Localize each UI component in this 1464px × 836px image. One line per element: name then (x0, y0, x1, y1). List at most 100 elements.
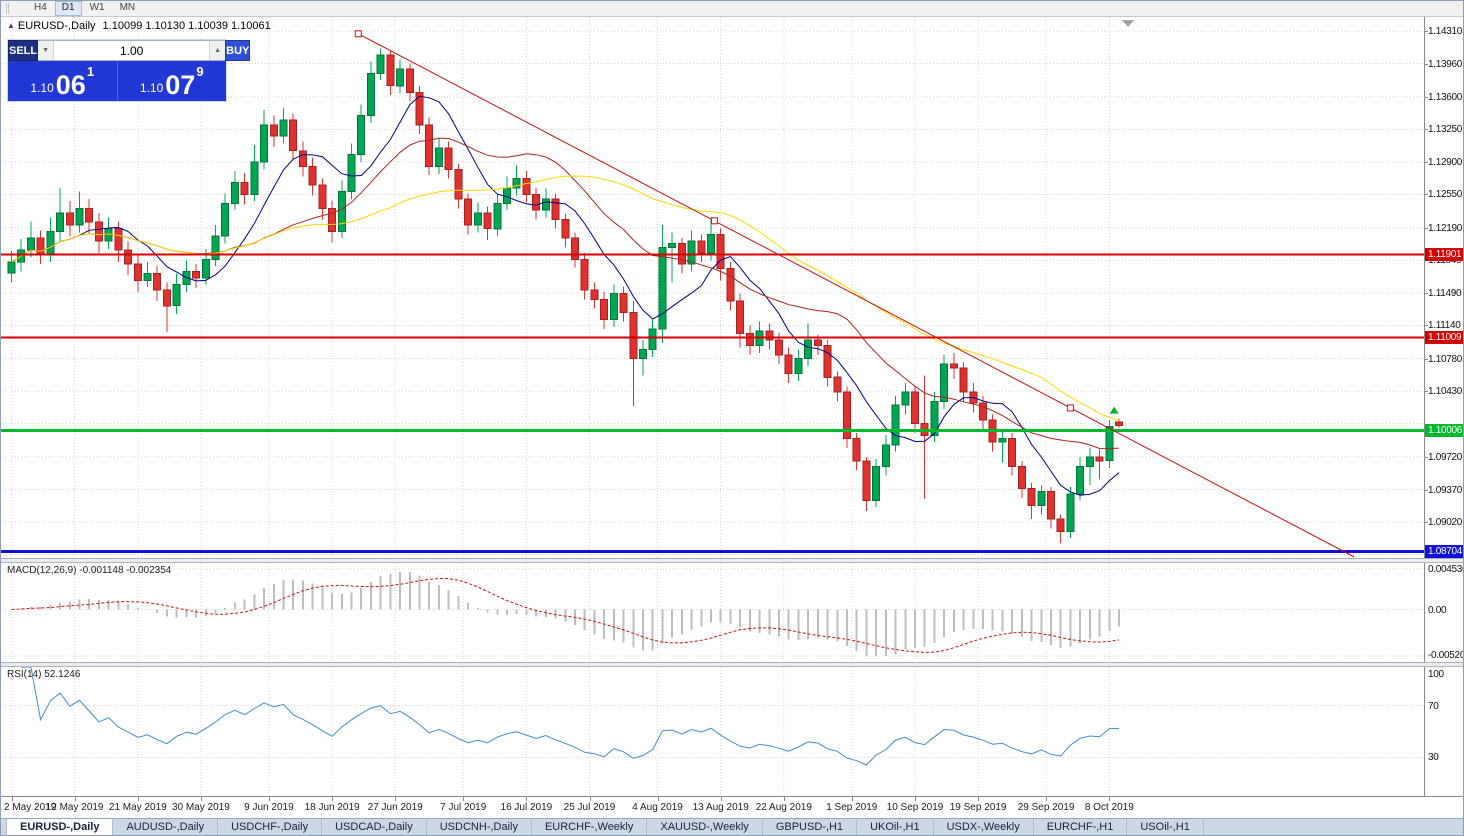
date-tickmark (268, 797, 270, 801)
trade-panel-prices: 1.10 06 1 1.10 07 9 (8, 61, 226, 101)
date-tickmark (657, 797, 659, 801)
sell-price-display[interactable]: 1.10 06 1 (8, 61, 117, 101)
up-arrow-marker (1109, 406, 1119, 414)
timeframe-button-h4[interactable]: H4 (27, 1, 54, 16)
price-tickmark (1425, 129, 1428, 131)
price-tickmark (1425, 457, 1428, 459)
date-label: 19 Sep 2019 (949, 802, 1007, 813)
trade-panel-controls: SELL ▼ ▲ BUY (8, 40, 251, 61)
candlestick-series (7, 48, 1123, 544)
rsi-label: RSI(14) 52.1246 (7, 669, 81, 680)
date-label: 27 Jun 2019 (367, 802, 423, 813)
sell-price-pipette: 1 (86, 64, 95, 79)
chart-tab-usdcad-daily[interactable]: USDCAD-,Daily (322, 819, 427, 836)
rsi-levels (0, 705, 1424, 758)
chart-tab-eurusd-daily[interactable]: EURUSD-,Daily (7, 819, 114, 836)
chart-markers (1109, 20, 1134, 414)
chart-tab-usoil-h1[interactable]: USOil-,H1 (1127, 819, 1204, 836)
buy-price-display[interactable]: 1.10 07 9 (116, 61, 226, 101)
volume-increase-button[interactable]: ▲ (209, 41, 226, 60)
volume-decrease-button[interactable]: ▼ (38, 41, 55, 60)
price-tick-label: 1.13250 (1428, 124, 1463, 136)
date-label: 12 May 2019 (45, 802, 104, 813)
date-tickmark (395, 797, 397, 801)
chart-tab-usdchf-daily[interactable]: USDCHF-,Daily (218, 819, 323, 836)
price-tickmark (1425, 325, 1428, 327)
sell-button[interactable]: SELL (8, 40, 39, 61)
price-tick-label: 1.12900 (1428, 156, 1463, 168)
toolbar-grip[interactable] (6, 2, 22, 14)
chart-ohlc-quote: 1.10099 1.10130 1.10039 1.10061 (102, 20, 271, 32)
date-tickmark (915, 797, 916, 801)
date-label: 2 May 2019 (4, 802, 57, 813)
panel-splitter-macd[interactable] (0, 558, 1464, 563)
chart-title: ▲ EURUSD-,Daily 1.10099 1.10130 1.10039 1.… (7, 20, 271, 32)
price-tick-label: 1.11140 (1428, 320, 1461, 332)
date-tickmark (332, 797, 334, 801)
date-tickmark (526, 797, 528, 801)
rsi-level-label-100: 100 (1428, 669, 1444, 680)
macd-max-label: 0.004536 (1428, 564, 1464, 575)
buy-button[interactable]: BUY (225, 40, 251, 61)
trendline[interactable] (354, 30, 1355, 558)
rsi-level-label-70: 70 (1428, 700, 1439, 712)
rsi-canvas[interactable] (0, 667, 1424, 796)
rsi-grid (11, 667, 1110, 796)
rsi-level-label-30: 30 (1428, 752, 1439, 764)
timeframe-toolbar: H4 D1 W1 MN (0, 0, 1464, 17)
tab-scroll-grip[interactable] (0, 819, 7, 836)
chart-tab-usdcnh-daily[interactable]: USDCNH-,Daily (427, 819, 532, 836)
macd-label: MACD(12,26,9) -0.001148 -0.002354 (7, 565, 172, 576)
chart-tab-ukoil-h1[interactable]: UKOil-,H1 (857, 819, 934, 836)
trendline-handle[interactable] (710, 217, 718, 225)
date-tickmark (11, 797, 13, 801)
chart-tab-eurchf-weekly[interactable]: EURCHF-,Weekly (532, 819, 648, 836)
price-tickmark (1425, 292, 1428, 294)
buy-price-pips: 07 (165, 70, 196, 100)
date-label: 30 May 2019 (171, 802, 230, 813)
volume-input[interactable] (54, 41, 210, 60)
chart-tab-gbpusd-h1[interactable]: GBPUSD-,H1 (763, 819, 858, 836)
price-tick-label: 1.09020 (1428, 517, 1463, 528)
timeframe-button-mn[interactable]: MN (113, 1, 143, 16)
date-tickmark (978, 797, 980, 801)
chart-symbol-title: EURUSD-,Daily (17, 20, 96, 32)
sell-price-pips: 06 (55, 70, 86, 100)
date-label: 7 Jul 2019 (440, 802, 487, 813)
timeframe-button-w1[interactable]: W1 (83, 1, 112, 16)
date-label: 8 Oct 2019 (1084, 802, 1134, 813)
price-tick-label: 1.14310 (1428, 26, 1463, 37)
trendline-handle[interactable] (354, 30, 362, 38)
price-tick-label: 1.09370 (1428, 484, 1463, 496)
chart-tab-xauusd-weekly[interactable]: XAUUSD-,Weekly (647, 819, 763, 836)
one-click-trade-panel: SELL ▼ ▲ BUY 1.10 06 1 1.10 07 9 (8, 40, 251, 101)
sell-price-prefix: 1.10 (30, 81, 54, 95)
date-axis[interactable]: 2 May 2019 12 May 2019 21 May 2019 30 May 2… (0, 796, 1464, 818)
price-axis[interactable]: 1.14310 1.13960 1.13600 1.13250 1.12900 1.125… (1424, 17, 1464, 796)
horizontal-lines[interactable] (0, 253, 1424, 553)
price-tickmark (1425, 63, 1428, 65)
panel-splitter-rsi[interactable] (0, 662, 1464, 667)
price-tick-label: 1.11490 (1428, 287, 1462, 299)
date-tickmark (783, 797, 785, 801)
hline-price-label: 1.10006 (1425, 424, 1464, 437)
rsi-panel: RSI(14) 52.1246 (0, 667, 1424, 796)
chart-tab-bar: EURUSD-,Daily AUDUSD-,Daily USDCHF-,Daily U… (0, 818, 1464, 836)
trendline-handle[interactable] (1066, 404, 1074, 412)
date-tickmark (720, 797, 722, 801)
date-tickmark (1046, 797, 1048, 801)
date-label: 9 Jun 2019 (244, 802, 294, 813)
price-tickmark (1425, 489, 1428, 491)
macd-canvas[interactable] (0, 563, 1424, 662)
date-tickmark (851, 797, 853, 801)
chart-tab-eurchf-h1[interactable]: EURCHF-,H1 (1034, 819, 1128, 836)
chart-tab-audusd-daily[interactable]: AUDUSD-,Daily (113, 819, 219, 836)
macd-min-label: -0.005205 (1428, 650, 1464, 661)
price-tick-label: 1.10780 (1428, 353, 1463, 365)
date-label: 29 Sep 2019 (1017, 802, 1075, 813)
main-chart-canvas[interactable] (0, 17, 1424, 558)
chart-tab-usdx-weekly[interactable]: USDX-,Weekly (934, 819, 1034, 836)
macd-panel: MACD(12,26,9) -0.001148 -0.002354 (0, 563, 1424, 662)
timeframe-button-d1[interactable]: D1 (54, 0, 82, 16)
macd-signal-line (11, 577, 1120, 653)
